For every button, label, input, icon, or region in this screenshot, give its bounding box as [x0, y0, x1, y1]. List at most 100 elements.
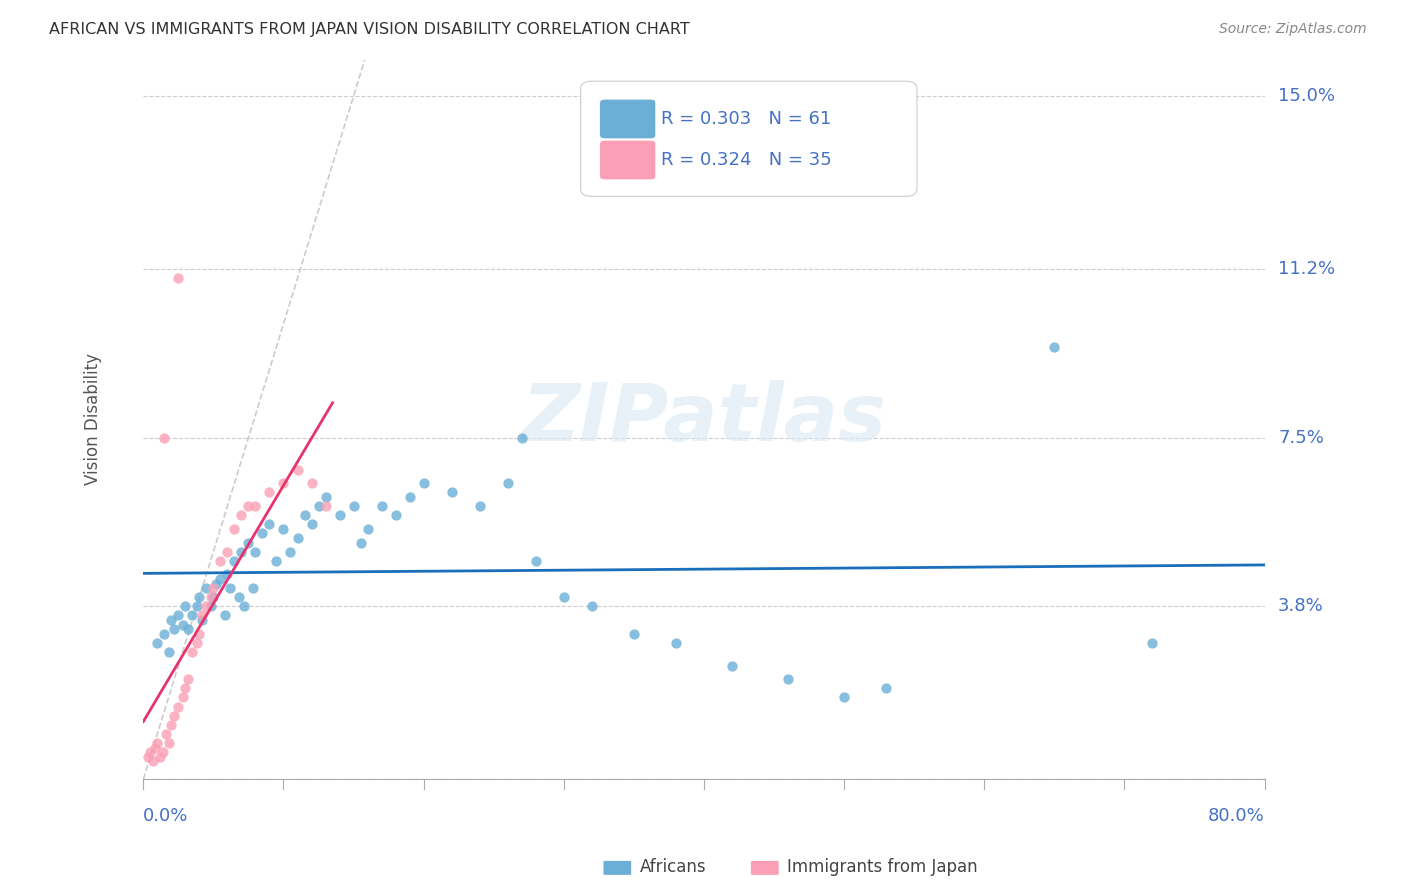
Point: [153, 626, 176, 640]
Text: Vision Disability: Vision Disability: [84, 353, 101, 485]
Point: [832, 690, 855, 705]
Point: [188, 626, 211, 640]
Point: [238, 499, 260, 513]
Point: [195, 599, 218, 614]
Point: [186, 636, 208, 650]
Point: [209, 554, 232, 568]
Point: [155, 727, 177, 741]
Point: [287, 531, 309, 545]
Point: [174, 599, 197, 614]
Point: [146, 636, 169, 650]
Point: [623, 626, 645, 640]
Point: [167, 271, 190, 285]
Point: [153, 431, 176, 445]
Point: [167, 608, 190, 623]
FancyBboxPatch shape: [581, 81, 917, 196]
Point: [177, 622, 200, 636]
Point: [139, 745, 162, 759]
Point: [228, 590, 250, 604]
Point: [143, 740, 166, 755]
Point: [160, 613, 183, 627]
Point: [553, 590, 575, 604]
Text: AFRICAN VS IMMIGRANTS FROM JAPAN VISION DISABILITY CORRELATION CHART: AFRICAN VS IMMIGRANTS FROM JAPAN VISION …: [49, 22, 690, 37]
Point: [231, 508, 253, 523]
Point: [315, 490, 337, 504]
Text: Immigrants from Japan: Immigrants from Japan: [787, 858, 979, 876]
Point: [308, 499, 330, 513]
Point: [181, 608, 204, 623]
Point: [200, 590, 222, 604]
Text: 0.0%: 0.0%: [143, 806, 188, 825]
Point: [188, 590, 211, 604]
Point: [238, 535, 260, 549]
Point: [149, 749, 172, 764]
Point: [328, 508, 350, 523]
Text: 15.0%: 15.0%: [1278, 87, 1336, 105]
Point: [1043, 340, 1066, 354]
Point: [136, 749, 159, 764]
Point: [356, 522, 378, 536]
Point: [191, 613, 214, 627]
Point: [245, 544, 267, 558]
Point: [172, 617, 194, 632]
Text: 3.8%: 3.8%: [1278, 598, 1324, 615]
Point: [581, 599, 603, 614]
Point: [205, 576, 228, 591]
Point: [665, 636, 688, 650]
Point: [776, 672, 799, 686]
Point: [195, 581, 218, 595]
Text: Source: ZipAtlas.com: Source: ZipAtlas.com: [1219, 22, 1367, 37]
Point: [231, 544, 253, 558]
Point: [163, 622, 186, 636]
Point: [172, 690, 194, 705]
FancyBboxPatch shape: [600, 99, 655, 139]
Point: [280, 544, 302, 558]
Point: [242, 581, 264, 595]
Point: [219, 581, 242, 595]
Point: [177, 672, 200, 686]
Point: [202, 581, 225, 595]
Point: [398, 490, 420, 504]
Point: [224, 554, 246, 568]
Point: [721, 658, 744, 673]
Text: R = 0.324   N = 35: R = 0.324 N = 35: [661, 152, 832, 169]
Point: [412, 476, 434, 491]
Point: [287, 462, 309, 476]
Point: [252, 526, 274, 541]
Point: [384, 508, 406, 523]
Point: [186, 599, 208, 614]
Point: [152, 745, 174, 759]
Point: [266, 554, 288, 568]
Point: [301, 517, 323, 532]
Point: [233, 599, 256, 614]
Text: Africans: Africans: [640, 858, 706, 876]
Point: [157, 736, 180, 750]
Point: [349, 535, 371, 549]
Point: [510, 431, 533, 445]
Point: [259, 517, 281, 532]
Point: [370, 499, 392, 513]
Point: [214, 608, 236, 623]
Point: [496, 476, 519, 491]
Point: [259, 485, 281, 500]
Text: R = 0.303   N = 61: R = 0.303 N = 61: [661, 110, 831, 128]
Point: [273, 522, 295, 536]
Text: 11.2%: 11.2%: [1278, 260, 1336, 278]
Point: [245, 499, 267, 513]
Point: [468, 499, 491, 513]
Point: [524, 554, 547, 568]
Point: [224, 522, 246, 536]
Text: ZIPatlas: ZIPatlas: [522, 381, 886, 458]
Point: [1142, 636, 1164, 650]
Point: [294, 508, 316, 523]
Point: [146, 736, 169, 750]
FancyBboxPatch shape: [600, 140, 655, 180]
Point: [217, 567, 239, 582]
Point: [174, 681, 197, 696]
Point: [301, 476, 323, 491]
Point: [217, 544, 239, 558]
Text: 80.0%: 80.0%: [1208, 806, 1264, 825]
Point: [875, 681, 897, 696]
Point: [181, 645, 204, 659]
Point: [342, 499, 364, 513]
